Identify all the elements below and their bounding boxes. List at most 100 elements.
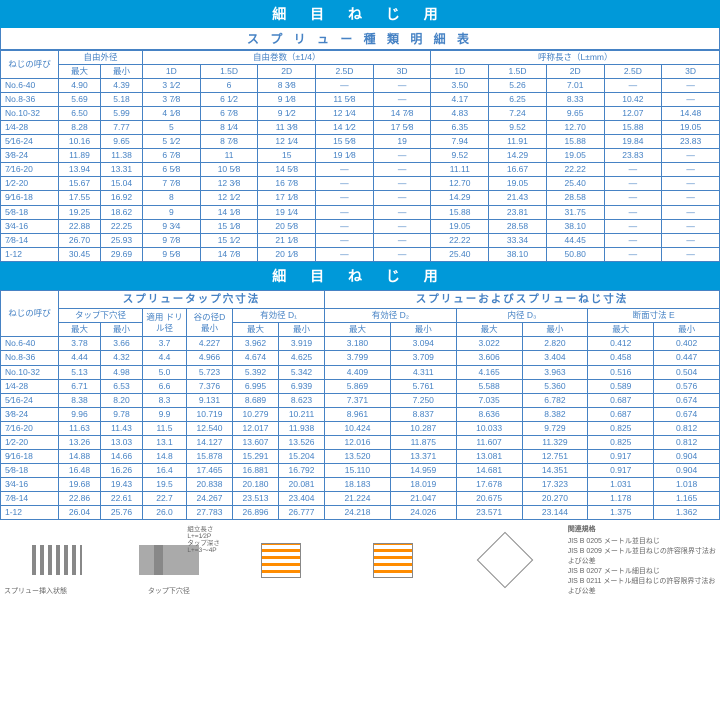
- cell: 3.78: [59, 337, 101, 351]
- th: 最大: [325, 323, 391, 337]
- cell: 33.34: [489, 233, 547, 247]
- cell: 23.83: [662, 135, 720, 149]
- cell: 15.110: [325, 463, 391, 477]
- cell: 7.94: [431, 135, 489, 149]
- cell: 15.878: [187, 449, 233, 463]
- cell: 7.376: [187, 379, 233, 393]
- cell: —: [604, 177, 662, 191]
- cell: 21.047: [390, 491, 456, 505]
- cell: 9.729: [522, 421, 588, 435]
- cell: No.6-40: [1, 337, 59, 351]
- cell: 16 7⁄8: [258, 177, 316, 191]
- cell: 9: [143, 205, 201, 219]
- cell: 11.938: [279, 421, 325, 435]
- cell: 6 5⁄8: [143, 163, 201, 177]
- cell: 1.165: [654, 491, 720, 505]
- cell: 3.7: [143, 337, 187, 351]
- th-free-od: 自由外径: [59, 51, 143, 65]
- cell: 9.65: [546, 107, 604, 121]
- cell: 1-12: [1, 506, 59, 520]
- cell: 3.709: [390, 351, 456, 365]
- cell: —: [604, 163, 662, 177]
- cell: 23.144: [522, 506, 588, 520]
- cell: 16.792: [279, 463, 325, 477]
- cell: 10.033: [456, 421, 522, 435]
- cell: 12.07: [604, 107, 662, 121]
- cell: —: [373, 149, 431, 163]
- th-half-1: スプリュータップ穴寸法: [59, 290, 325, 309]
- cell: 15.88: [431, 205, 489, 219]
- cell: 14.29: [431, 191, 489, 205]
- cell: —: [373, 93, 431, 107]
- cell: 18.019: [390, 477, 456, 491]
- cell: 4.311: [390, 365, 456, 379]
- cell: 17.55: [59, 191, 101, 205]
- table-row: 1-1226.0425.7626.027.78326.89626.77724.2…: [1, 506, 720, 520]
- cell: 29.69: [101, 247, 143, 261]
- cell: 10.42: [604, 93, 662, 107]
- cell: 9.52: [489, 121, 547, 135]
- cell: 12 1⁄2: [200, 191, 258, 205]
- cell: 25.40: [546, 177, 604, 191]
- cell: 4 1⁄8: [143, 107, 201, 121]
- cell: 3.799: [325, 351, 391, 365]
- th: 最小: [522, 323, 588, 337]
- cell: 6 7⁄8: [143, 149, 201, 163]
- cell: 13.607: [233, 435, 279, 449]
- th: 有効径 D₂: [325, 309, 457, 323]
- th: 2D: [258, 65, 316, 79]
- table-row: 7⁄16-2013.9413.316 5⁄810 5⁄814 5⁄8——11.1…: [1, 163, 720, 177]
- th: 1D: [431, 65, 489, 79]
- cell: 19.84: [604, 135, 662, 149]
- cell: 7⁄8-14: [1, 233, 59, 247]
- table-row: 9⁄16-1814.8814.6614.815.87815.29115.2041…: [1, 449, 720, 463]
- cell: 19 1⁄8: [316, 149, 374, 163]
- cell: 5.26: [489, 79, 547, 93]
- cell: 3⁄8-24: [1, 149, 59, 163]
- notes-line: JIS B 0209 メートル並目ねじの許容限界寸法および公差: [568, 546, 716, 566]
- cell: 19.05: [662, 121, 720, 135]
- cell: 8 3⁄8: [258, 79, 316, 93]
- cell: 3 1⁄2: [143, 79, 201, 93]
- cell: 15.291: [233, 449, 279, 463]
- cell: 4.83: [431, 107, 489, 121]
- cell: 15.88: [604, 121, 662, 135]
- th: 最大: [456, 323, 522, 337]
- cell: 3.022: [456, 337, 522, 351]
- cell: No.10-32: [1, 107, 59, 121]
- table-row: 3⁄8-2411.8911.386 7⁄8111519 1⁄8—9.5214.2…: [1, 149, 720, 163]
- cell: 1.018: [654, 477, 720, 491]
- cell: 4.17: [431, 93, 489, 107]
- cell: —: [662, 219, 720, 233]
- notes-line: JIS B 0207 メートル細目ねじ: [568, 566, 716, 576]
- cell: 1⁄4-28: [1, 121, 59, 135]
- cell: 14.66: [101, 449, 143, 463]
- cell: 17.323: [522, 477, 588, 491]
- cell: 18.62: [101, 205, 143, 219]
- table-row: 7⁄16-2011.6311.4311.512.54012.01711.9381…: [1, 421, 720, 435]
- cell: 24.026: [390, 506, 456, 520]
- cell: 0.504: [654, 365, 720, 379]
- cell: 44.45: [546, 233, 604, 247]
- cell: 9 5⁄8: [143, 247, 201, 261]
- cell: —: [373, 191, 431, 205]
- cell: 12 1⁄4: [258, 135, 316, 149]
- cell: 8.20: [101, 393, 143, 407]
- cell: 14.88: [59, 449, 101, 463]
- table-row: 1⁄2-2013.2613.0313.114.12713.60713.52612…: [1, 435, 720, 449]
- cell: 5⁄16-24: [1, 135, 59, 149]
- table-1: ねじの呼び 自由外径 自由巻数（±1/4） 呼称長さ（L±mm） 最大 最小 1…: [0, 50, 720, 262]
- th: 最大: [588, 323, 654, 337]
- cell: 19.5: [143, 477, 187, 491]
- cell: 7.035: [456, 393, 522, 407]
- cell: 20.081: [279, 477, 325, 491]
- banner-2: 細 目 ね じ 用: [0, 262, 720, 290]
- cell: 13.94: [59, 163, 101, 177]
- cell: 19.25: [59, 205, 101, 219]
- cell: 4.4: [143, 351, 187, 365]
- th-free-turns: 自由巻数（±1/4）: [143, 51, 431, 65]
- cell: 8.382: [522, 407, 588, 421]
- diagram-diamond: [452, 524, 558, 596]
- th: 2.5D: [604, 65, 662, 79]
- cell: —: [316, 205, 374, 219]
